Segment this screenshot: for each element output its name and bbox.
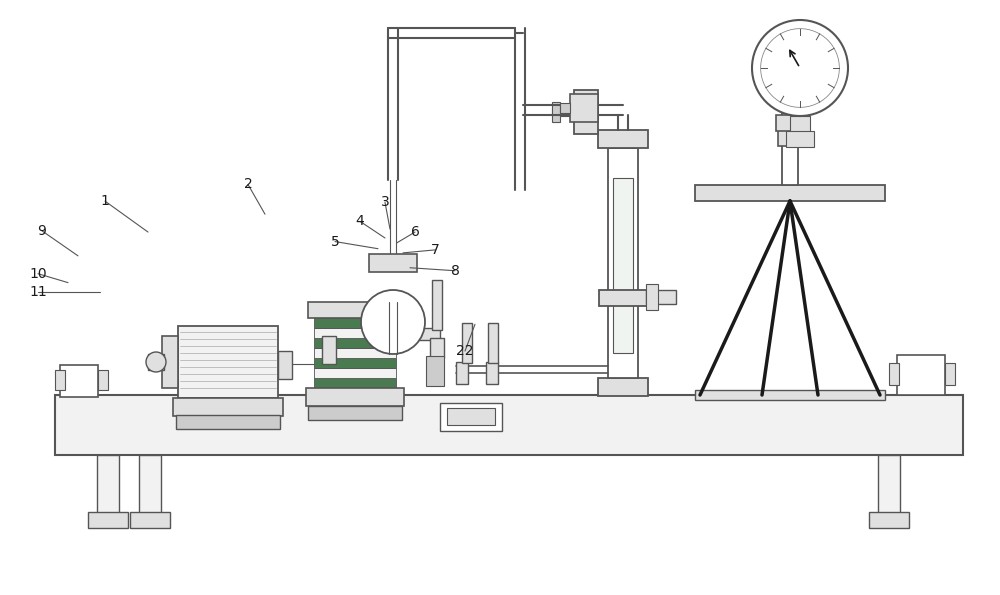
Text: 10: 10 [29,267,47,281]
Bar [440,403,502,431]
Bar [412,328,440,340]
Text: 7: 7 [431,243,439,257]
Bar [314,328,396,338]
Bar [130,512,170,528]
Bar [599,290,647,306]
Bar [570,94,598,122]
Circle shape [361,290,425,354]
Bar [314,368,396,378]
Bar [778,130,802,146]
Bar [608,148,638,378]
Bar [97,455,119,513]
Bar [432,280,442,330]
Bar [869,512,909,528]
Bar [488,323,498,363]
Bar [560,103,570,113]
Bar [173,398,283,416]
Bar [462,323,472,363]
Bar [308,302,402,318]
Text: 8: 8 [451,264,459,278]
Text: 5: 5 [331,234,339,249]
Bar [98,370,108,390]
Bar [552,102,560,122]
Bar [776,115,804,131]
Bar [308,406,402,420]
Bar [139,455,161,513]
Bar [314,338,396,348]
Bar [447,408,495,425]
Text: 22: 22 [456,344,474,358]
Bar [322,336,336,364]
Bar [176,415,280,429]
Text: 9: 9 [38,224,46,238]
Bar [786,131,814,147]
Bar [782,87,798,185]
Text: 11: 11 [29,284,47,299]
Bar [598,130,648,148]
Bar [430,338,444,358]
Bar [598,378,648,396]
Bar [897,355,945,395]
Bar [613,178,633,353]
Circle shape [761,29,839,107]
Bar [695,185,885,201]
Bar [574,90,598,134]
Bar [646,290,676,304]
Text: 1: 1 [101,194,109,208]
Text: 3: 3 [381,195,389,209]
Bar [456,362,468,384]
Bar [646,284,658,310]
Bar [55,395,963,455]
Text: 6: 6 [411,225,419,239]
Bar [306,388,404,406]
Bar [278,351,292,379]
Bar [878,455,900,513]
Text: 2: 2 [244,177,252,192]
Bar [426,356,444,386]
Bar [314,348,396,358]
Bar [945,363,955,385]
Bar [162,336,178,388]
Circle shape [146,352,166,372]
Bar [88,512,128,528]
Bar [790,116,810,132]
Bar [552,108,572,116]
Bar [55,370,65,390]
Bar [314,318,396,328]
Text: 4: 4 [356,214,364,228]
Bar [314,358,396,368]
Bar [695,390,885,400]
Bar [369,254,417,272]
Bar [314,378,396,388]
Bar [889,363,899,385]
Bar [486,362,498,384]
Circle shape [752,20,848,116]
Bar [178,326,278,398]
Bar [148,354,164,370]
Bar [60,365,98,397]
